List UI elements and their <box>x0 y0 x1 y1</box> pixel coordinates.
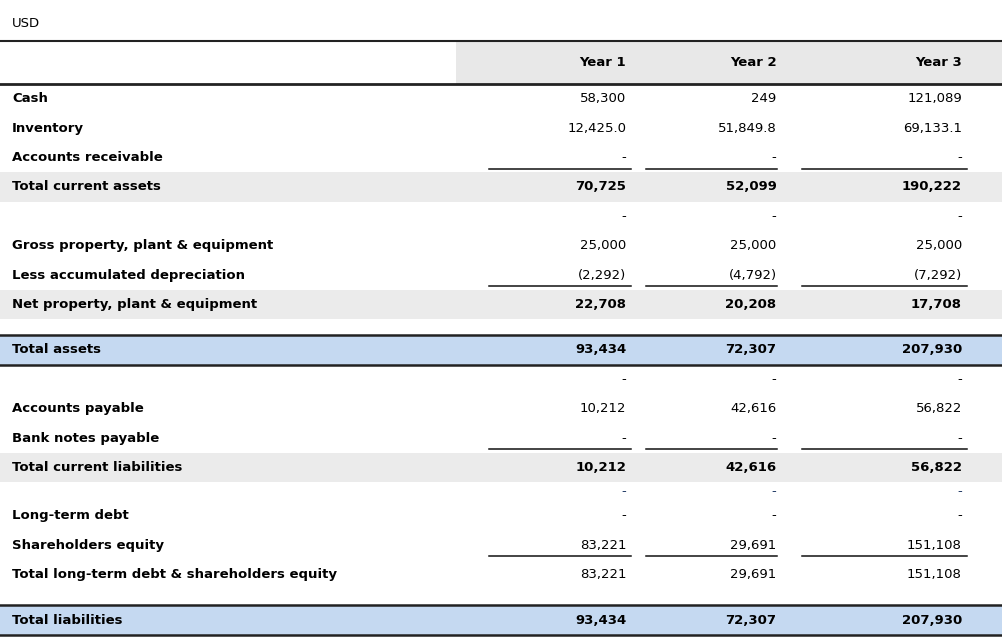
Text: Cash: Cash <box>12 93 48 105</box>
Bar <box>0 531 1002 560</box>
Text: 83,221: 83,221 <box>580 568 626 581</box>
Text: -: - <box>772 509 777 523</box>
Text: -: - <box>957 431 962 445</box>
Text: Year 1: Year 1 <box>579 56 626 69</box>
Bar <box>0 590 1002 605</box>
Text: 29,691: 29,691 <box>730 568 777 581</box>
Text: 56,822: 56,822 <box>911 461 962 474</box>
Text: -: - <box>957 485 962 498</box>
Text: 51,849.8: 51,849.8 <box>717 122 777 135</box>
Text: (4,792): (4,792) <box>728 269 777 281</box>
Bar <box>456 41 1002 84</box>
Text: Net property, plant & equipment: Net property, plant & equipment <box>12 298 258 311</box>
Text: Shareholders equity: Shareholders equity <box>12 538 164 552</box>
Bar <box>0 143 1002 172</box>
Text: Accounts receivable: Accounts receivable <box>12 151 162 164</box>
Bar <box>0 365 1002 394</box>
Bar <box>0 560 1002 590</box>
Text: Gross property, plant & equipment: Gross property, plant & equipment <box>12 239 274 252</box>
Bar <box>0 453 1002 482</box>
Text: 17,708: 17,708 <box>911 298 962 311</box>
Bar <box>0 336 1002 365</box>
Text: Accounts payable: Accounts payable <box>12 402 143 415</box>
Text: 10,212: 10,212 <box>575 461 626 474</box>
Text: -: - <box>621 431 626 445</box>
Text: Inventory: Inventory <box>12 122 84 135</box>
Text: Year 3: Year 3 <box>915 56 962 69</box>
Bar <box>0 501 1002 531</box>
Text: -: - <box>772 485 777 498</box>
Text: -: - <box>772 431 777 445</box>
Text: 42,616: 42,616 <box>730 402 777 415</box>
Text: (2,292): (2,292) <box>578 269 626 281</box>
Text: 207,930: 207,930 <box>902 343 962 357</box>
Bar <box>0 424 1002 453</box>
Bar <box>0 394 1002 424</box>
Text: -: - <box>772 151 777 164</box>
Text: 93,434: 93,434 <box>575 614 626 627</box>
Text: -: - <box>621 210 626 223</box>
Text: 207,930: 207,930 <box>902 614 962 627</box>
Text: Less accumulated depreciation: Less accumulated depreciation <box>12 269 245 281</box>
Text: 93,434: 93,434 <box>575 343 626 357</box>
Text: 20,208: 20,208 <box>725 298 777 311</box>
Bar <box>0 231 1002 260</box>
Text: 72,307: 72,307 <box>725 614 777 627</box>
Text: (7,292): (7,292) <box>914 269 962 281</box>
Bar <box>0 260 1002 290</box>
Text: 190,222: 190,222 <box>902 181 962 193</box>
Bar <box>0 605 1002 635</box>
Text: -: - <box>957 210 962 223</box>
Text: 121,089: 121,089 <box>907 93 962 105</box>
Text: 22,708: 22,708 <box>575 298 626 311</box>
Bar <box>0 319 1002 336</box>
Bar <box>0 202 1002 231</box>
Text: 151,108: 151,108 <box>907 538 962 552</box>
Bar <box>0 172 1002 202</box>
Text: 58,300: 58,300 <box>580 93 626 105</box>
Text: Total current assets: Total current assets <box>12 181 161 193</box>
Text: Total assets: Total assets <box>12 343 101 357</box>
Text: Year 2: Year 2 <box>729 56 777 69</box>
Text: 56,822: 56,822 <box>916 402 962 415</box>
Text: 10,212: 10,212 <box>580 402 626 415</box>
Text: 83,221: 83,221 <box>580 538 626 552</box>
Bar <box>0 114 1002 143</box>
Text: 25,000: 25,000 <box>580 239 626 252</box>
Text: -: - <box>621 151 626 164</box>
Text: 52,099: 52,099 <box>725 181 777 193</box>
Text: 70,725: 70,725 <box>575 181 626 193</box>
Bar <box>0 482 1002 501</box>
Text: 69,133.1: 69,133.1 <box>903 122 962 135</box>
Text: 25,000: 25,000 <box>730 239 777 252</box>
Text: Long-term debt: Long-term debt <box>12 509 129 523</box>
Text: -: - <box>957 373 962 386</box>
Text: Total liabilities: Total liabilities <box>12 614 122 627</box>
Text: 29,691: 29,691 <box>730 538 777 552</box>
Text: 72,307: 72,307 <box>725 343 777 357</box>
Text: 25,000: 25,000 <box>916 239 962 252</box>
Bar <box>0 290 1002 319</box>
Text: Bank notes payable: Bank notes payable <box>12 431 159 445</box>
Text: -: - <box>957 151 962 164</box>
Text: 151,108: 151,108 <box>907 568 962 581</box>
Text: USD: USD <box>12 17 40 30</box>
Text: -: - <box>772 210 777 223</box>
Text: -: - <box>772 373 777 386</box>
Text: Total current liabilities: Total current liabilities <box>12 461 182 474</box>
Text: -: - <box>957 509 962 523</box>
Text: Total long-term debt & shareholders equity: Total long-term debt & shareholders equi… <box>12 568 337 581</box>
Text: 42,616: 42,616 <box>725 461 777 474</box>
Text: 249: 249 <box>752 93 777 105</box>
Text: 12,425.0: 12,425.0 <box>567 122 626 135</box>
Text: -: - <box>621 509 626 523</box>
Text: -: - <box>621 485 626 498</box>
Bar <box>0 84 1002 114</box>
Text: -: - <box>621 373 626 386</box>
